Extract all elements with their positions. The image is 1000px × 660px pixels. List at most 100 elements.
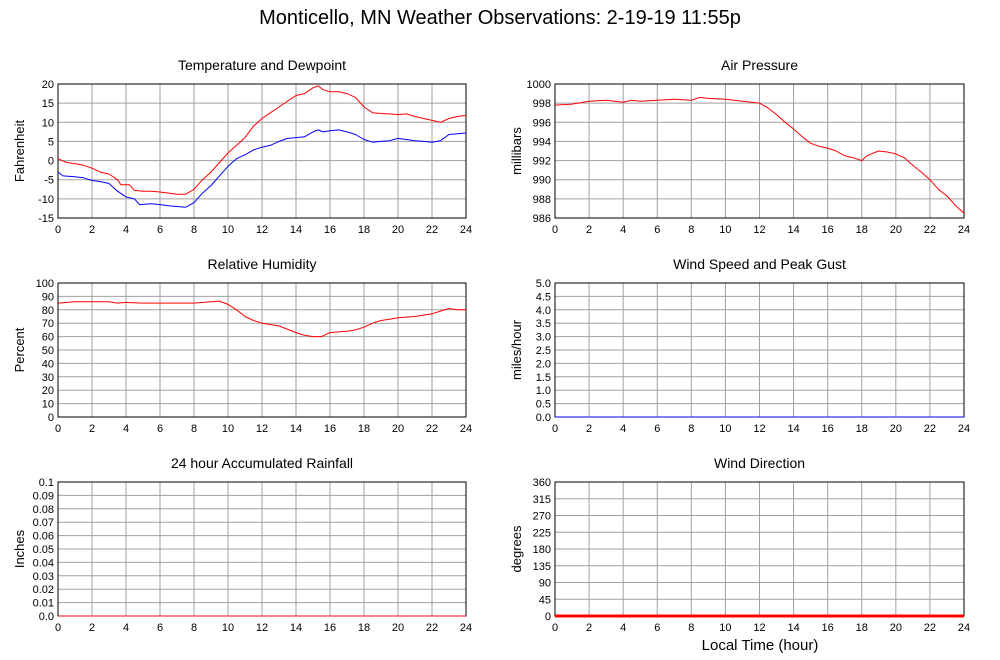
y-axis-label: millibars [509,127,524,175]
y-tick-label: -15 [38,213,54,225]
y-tick-label: 180 [533,544,551,556]
y-tick-label: 0.01 [33,598,54,610]
chart-title: Wind Speed and Peak Gust [673,256,846,272]
x-tick-label: 8 [191,423,197,435]
y-tick-label: -5 [44,175,54,187]
x-tick-label: 4 [123,423,129,435]
x-tick-label: 0 [55,224,61,236]
x-tick-label: 8 [688,224,694,236]
y-tick-label: 0.04 [33,557,54,569]
x-tick-label: 8 [191,224,197,236]
x-tick-label: 2 [89,224,95,236]
x-tick-label: 12 [753,224,765,236]
x-tick-label: 10 [222,224,234,236]
x-tick-label: 2 [89,423,95,435]
y-tick-label: 80 [42,305,54,317]
y-tick-label: 994 [533,136,551,148]
x-tick-label: 18 [358,622,370,634]
x-tick-label: 12 [256,423,268,435]
x-tick-label: 2 [586,622,592,634]
y-tick-label: 996 [533,117,551,129]
x-tick-label: 4 [123,224,129,236]
x-tick-label: 18 [358,423,370,435]
series-line-2 [57,129,467,208]
x-tick-label: 12 [753,622,765,634]
plot-frame [554,83,965,219]
x-tick-label: 18 [358,224,370,236]
y-tick-label: 40 [42,358,54,370]
x-tick-label: 20 [890,622,902,634]
x-tick-label: 20 [890,224,902,236]
y-tick-label: 0.07 [33,517,54,529]
y-tick-label: 0.1 [39,477,54,489]
y-tick-label: 1.0 [536,385,551,397]
y-tick-label: 360 [533,477,551,489]
y-tick-label: 0.05 [33,544,54,556]
x-tick-label: 4 [620,423,626,435]
chart-title: Wind Direction [714,455,805,471]
x-tick-label: 22 [924,224,936,236]
series-line-1 [554,96,965,214]
x-tick-label: 18 [856,423,868,435]
x-tick-label: 22 [924,423,936,435]
x-tick-label: 6 [157,423,163,435]
x-tick-label: 14 [290,423,302,435]
y-tick-label: 20 [42,385,54,397]
x-tick-label: 22 [426,224,438,236]
y-tick-label: 0.08 [33,504,54,516]
x-tick-label: 18 [856,224,868,236]
y-tick-label: 998 [533,98,551,110]
chart-title: Relative Humidity [208,256,317,272]
x-tick-label: 20 [392,224,404,236]
x-tick-label: 12 [753,423,765,435]
x-tick-label: 0 [552,423,558,435]
series-line-1 [57,85,467,195]
y-tick-label: 990 [533,175,551,187]
y-axis-label: Fahrenheit [12,120,27,183]
y-tick-label: -10 [38,194,54,206]
y-tick-label: 30 [42,372,54,384]
x-tick-label: 14 [787,224,799,236]
x-tick-label: 0 [55,622,61,634]
plot-frame [57,282,467,418]
x-tick-label: 16 [822,423,834,435]
y-tick-label: 0.0 [536,412,551,424]
x-tick-label: 0 [55,423,61,435]
x-tick-label: 6 [157,622,163,634]
x-tick-label: 22 [426,622,438,634]
y-tick-label: 0.5 [536,399,551,411]
x-tick-label: 4 [620,224,626,236]
y-tick-label: 90 [42,291,54,303]
y-tick-label: 1.5 [536,372,551,384]
chart-title: Temperature and Dewpoint [178,57,346,73]
x-tick-label: 16 [822,224,834,236]
x-tick-label: 16 [822,622,834,634]
y-tick-label: 90 [539,578,551,590]
y-tick-label: 992 [533,156,551,168]
y-axis-label: Inches [12,529,27,568]
x-tick-label: 20 [392,423,404,435]
y-tick-label: 0.02 [33,584,54,596]
x-tick-label: 22 [924,622,936,634]
y-tick-label: 0.09 [33,490,54,502]
x-tick-label: 14 [290,622,302,634]
series-line-1 [57,300,466,338]
chart-title: 24 hour Accumulated Rainfall [171,455,353,471]
y-tick-label: 0 [48,156,54,168]
x-tick-label: 10 [222,423,234,435]
y-tick-label: 3.0 [536,332,551,344]
y-tick-label: 10 [42,399,54,411]
x-tick-label: 14 [787,622,799,634]
y-tick-label: 45 [539,594,551,606]
x-tick-label: 12 [256,622,268,634]
y-tick-label: 135 [533,561,551,573]
x-tick-label: 8 [688,622,694,634]
y-tick-label: 4.5 [536,291,551,303]
x-tick-label: 14 [290,224,302,236]
y-tick-label: 60 [42,332,54,344]
x-tick-label: 2 [586,423,592,435]
x-tick-label: 20 [392,622,404,634]
